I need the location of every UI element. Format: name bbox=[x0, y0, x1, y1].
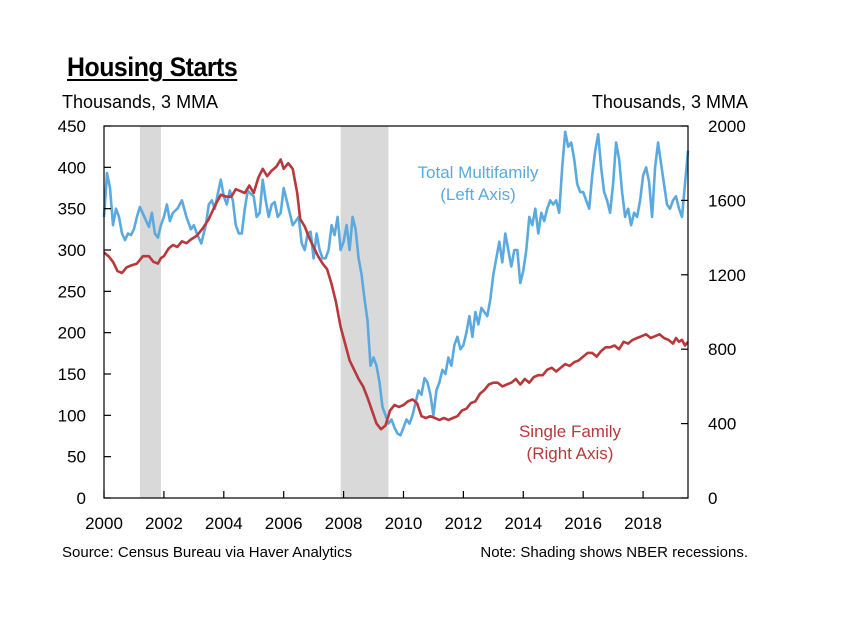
x-tick-label: 2012 bbox=[444, 514, 482, 533]
right-tick-label: 1600 bbox=[708, 191, 746, 210]
series-annotation-single-family: Single Family bbox=[519, 422, 622, 441]
series-line-multifamily bbox=[102, 130, 690, 437]
series-annotation-multifamily: Total Multifamily bbox=[418, 163, 539, 182]
left-tick-label: 200 bbox=[58, 324, 86, 343]
right-tick-label: 800 bbox=[708, 340, 736, 359]
series-line-single-family bbox=[103, 158, 690, 431]
left-tick-label: 350 bbox=[58, 200, 86, 219]
recession-band-1 bbox=[340, 126, 389, 498]
left-tick-label: 150 bbox=[58, 365, 86, 384]
x-tick-label: 2010 bbox=[385, 514, 423, 533]
x-tick-label: 2008 bbox=[325, 514, 363, 533]
right-tick-label: 0 bbox=[708, 489, 717, 508]
left-tick-label: 50 bbox=[67, 448, 86, 467]
x-tick-label: 2014 bbox=[504, 514, 542, 533]
right-tick-label: 1200 bbox=[708, 266, 746, 285]
right-axis-unit: Thousands, 3 MMA bbox=[591, 92, 748, 112]
recession-band-0 bbox=[139, 126, 161, 498]
x-tick-label: 2018 bbox=[624, 514, 662, 533]
x-tick-label: 2004 bbox=[205, 514, 243, 533]
series-annotation-multifamily: (Left Axis) bbox=[440, 185, 516, 204]
series-annotation-single-family: (Right Axis) bbox=[527, 444, 614, 463]
right-tick-label: 2000 bbox=[708, 117, 746, 136]
plot-frame bbox=[103, 125, 689, 499]
chart-title: Housing Starts bbox=[67, 52, 238, 82]
x-tick-label: 2006 bbox=[265, 514, 303, 533]
left-tick-label: 300 bbox=[58, 241, 86, 260]
left-tick-label: 250 bbox=[58, 282, 86, 301]
left-tick-label: 0 bbox=[77, 489, 86, 508]
x-tick-label: 2000 bbox=[85, 514, 123, 533]
left-axis-unit: Thousands, 3 MMA bbox=[62, 92, 219, 112]
right-tick-label: 400 bbox=[708, 415, 736, 434]
x-tick-label: 2002 bbox=[145, 514, 183, 533]
source-note: Source: Census Bureau via Haver Analytic… bbox=[62, 544, 353, 561]
left-tick-label: 400 bbox=[58, 158, 86, 177]
left-tick-label: 450 bbox=[58, 117, 86, 136]
left-tick-label: 100 bbox=[58, 406, 86, 425]
x-tick-label: 2016 bbox=[564, 514, 602, 533]
shading-note: Note: Shading shows NBER recessions. bbox=[480, 544, 748, 561]
